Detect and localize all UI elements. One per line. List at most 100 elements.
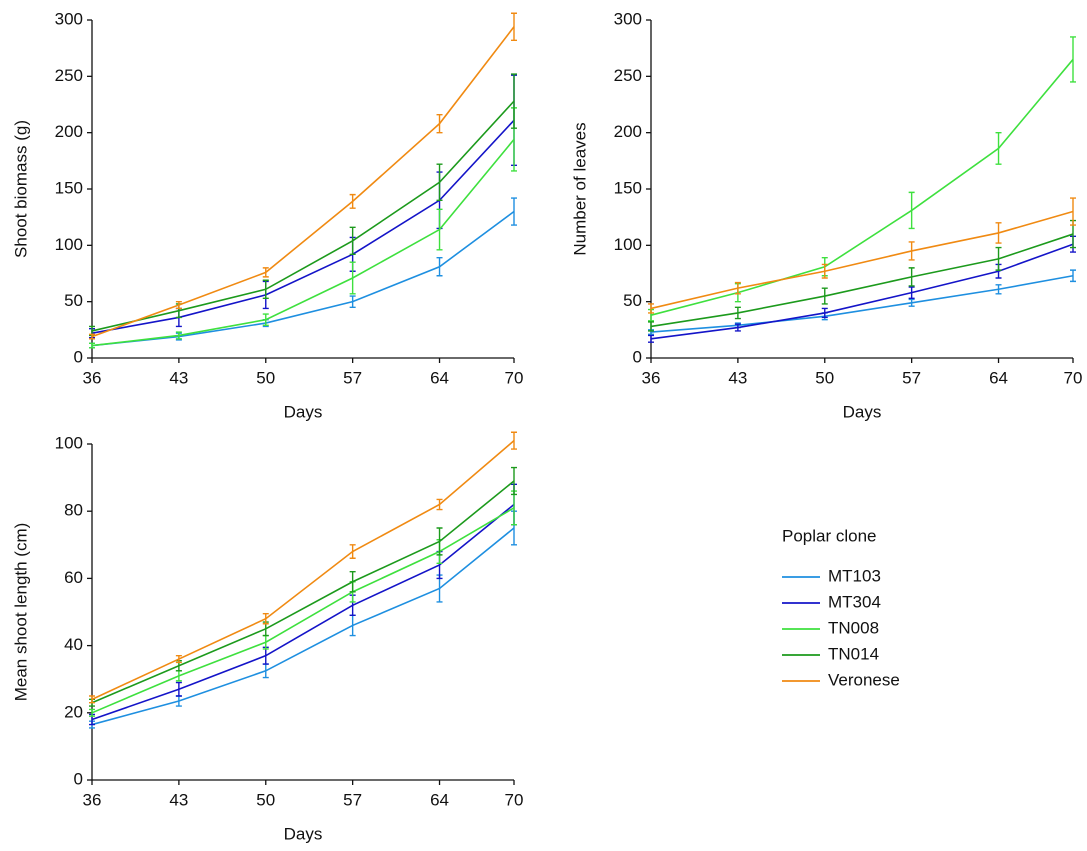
x-tick-label: 50 — [256, 368, 275, 387]
y-tick-label: 50 — [623, 291, 642, 310]
error-bar — [908, 241, 915, 261]
x-tick-label: 50 — [815, 368, 834, 387]
error-bar — [821, 307, 828, 319]
error-bar — [995, 131, 1002, 165]
legend-label: TN014 — [828, 644, 879, 663]
x-tick-label: 50 — [256, 790, 275, 809]
y-tick-label: 20 — [64, 702, 83, 721]
error-bar — [511, 197, 517, 226]
error-bar — [349, 193, 356, 209]
error-bar — [349, 570, 356, 593]
error-bar — [349, 226, 356, 256]
error-bar — [262, 279, 269, 299]
error-bar — [1070, 197, 1076, 226]
error-bar — [908, 286, 915, 299]
error-bar — [436, 113, 443, 134]
error-bar — [262, 267, 269, 278]
error-bar — [511, 73, 517, 129]
series-line — [650, 243, 1074, 340]
series-line — [650, 58, 1074, 316]
x-axis-title: Days — [843, 402, 882, 421]
error-bar — [89, 333, 95, 340]
x-axis-title: Days — [284, 402, 323, 421]
x-tick-label: 70 — [1064, 368, 1083, 387]
legend-title: Poplar clone — [782, 526, 877, 545]
x-tick-label: 36 — [83, 790, 102, 809]
y-tick-label: 200 — [614, 122, 642, 141]
error-bar — [175, 681, 182, 697]
error-bar — [995, 246, 1002, 271]
error-bar — [89, 708, 95, 717]
y-tick-label: 100 — [614, 235, 642, 254]
error-bar — [436, 208, 443, 251]
series-line — [91, 503, 515, 721]
series-line — [650, 274, 1074, 333]
error-bar — [436, 257, 443, 277]
x-tick-label: 36 — [83, 368, 102, 387]
series-line — [91, 440, 515, 701]
error-bar — [648, 321, 654, 332]
x-tick-label: 70 — [505, 368, 524, 387]
error-bar — [349, 614, 356, 637]
legend-label: TN008 — [828, 618, 879, 637]
y-axis-title: Shoot biomass (g) — [11, 120, 30, 258]
error-bar — [908, 267, 915, 287]
error-bar — [349, 295, 356, 308]
x-tick-label: 57 — [343, 368, 362, 387]
series-line — [91, 100, 515, 332]
x-tick-label: 64 — [430, 790, 449, 809]
y-tick-label: 50 — [64, 291, 83, 310]
error-bar — [511, 431, 517, 450]
y-tick-label: 300 — [55, 9, 83, 28]
legend-label: MT103 — [828, 566, 881, 585]
error-bar — [908, 191, 915, 230]
error-bar — [436, 498, 443, 511]
error-bar — [1070, 269, 1076, 283]
y-tick-label: 250 — [614, 66, 642, 85]
series-line — [91, 26, 515, 338]
error-bar — [734, 306, 741, 320]
series-line — [650, 233, 1074, 328]
legend-label: Veronese — [828, 670, 900, 689]
series-line — [91, 480, 515, 704]
error-bar — [175, 300, 182, 310]
x-tick-label: 36 — [642, 368, 661, 387]
series-line — [650, 210, 1074, 310]
series-line — [91, 138, 515, 347]
error-bar — [821, 263, 828, 279]
error-bar — [648, 334, 654, 343]
x-axis-title: Days — [284, 824, 323, 843]
series-line — [91, 210, 515, 347]
error-bar — [511, 466, 517, 496]
error-bar — [262, 313, 269, 327]
x-tick-label: 43 — [169, 368, 188, 387]
x-tick-label: 64 — [989, 368, 1008, 387]
error-bar — [821, 287, 828, 305]
error-bar — [89, 342, 95, 349]
y-axis-title: Mean shoot length (cm) — [11, 523, 30, 702]
y-tick-label: 100 — [55, 433, 83, 452]
y-tick-label: 0 — [74, 769, 83, 788]
error-bar — [995, 284, 1002, 295]
y-tick-label: 60 — [64, 568, 83, 587]
y-tick-label: 150 — [614, 178, 642, 197]
y-axis-title: Number of leaves — [570, 122, 589, 255]
error-bar — [648, 303, 654, 314]
x-tick-label: 57 — [902, 368, 921, 387]
error-bar — [908, 298, 915, 307]
error-bar — [89, 695, 95, 704]
y-tick-label: 250 — [55, 66, 83, 85]
error-bar — [436, 163, 443, 201]
legend-label: MT304 — [828, 592, 881, 611]
y-tick-label: 0 — [633, 347, 642, 366]
y-tick-label: 300 — [614, 9, 642, 28]
x-tick-label: 43 — [728, 368, 747, 387]
error-bar — [349, 261, 356, 295]
y-tick-label: 100 — [55, 235, 83, 254]
x-tick-label: 70 — [505, 790, 524, 809]
series-line — [91, 507, 515, 714]
series-line — [91, 119, 515, 335]
x-tick-label: 43 — [169, 790, 188, 809]
error-bar — [349, 544, 356, 559]
y-tick-label: 150 — [55, 178, 83, 197]
